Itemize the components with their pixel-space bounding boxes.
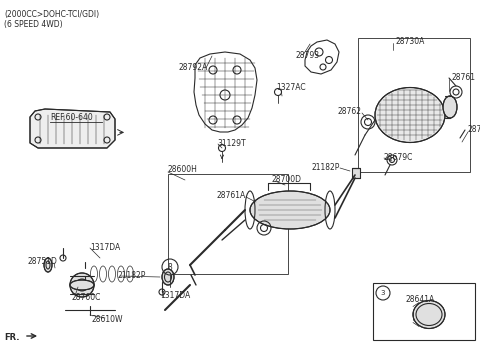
Text: 21182P: 21182P [118,271,146,280]
Circle shape [70,273,94,297]
Text: 28760C: 28760C [72,294,101,303]
Ellipse shape [250,191,330,229]
Text: 28600H: 28600H [168,165,198,174]
Bar [358,38,470,172]
Text: 28761: 28761 [451,73,475,82]
Text: 1317DA: 1317DA [90,243,120,252]
Text: 28761A: 28761A [217,192,246,200]
Text: 28730A: 28730A [395,38,424,47]
Ellipse shape [375,87,445,142]
Text: 28792A: 28792A [179,63,208,73]
Text: 28768: 28768 [468,126,480,135]
Text: (2000CC>DOHC-TCI/GDI): (2000CC>DOHC-TCI/GDI) [4,10,99,19]
Text: 31129T: 31129T [217,139,246,147]
Text: 28793: 28793 [296,50,320,59]
Text: 28751D: 28751D [28,257,58,266]
Ellipse shape [443,96,457,118]
Ellipse shape [70,280,94,290]
Text: 21182P: 21182P [312,163,340,171]
Bar [352,168,360,178]
Ellipse shape [413,300,445,329]
Text: 28762: 28762 [338,107,362,116]
Text: 28641A: 28641A [406,295,435,305]
Ellipse shape [162,269,174,285]
Text: 28700D: 28700D [272,175,302,184]
Text: REF.60-640: REF.60-640 [50,113,93,122]
Bar [168,174,288,274]
Text: 1327AC: 1327AC [276,83,306,92]
Text: 3: 3 [381,290,385,296]
Bar [373,283,475,340]
Text: FR.: FR. [4,334,20,343]
Text: 28610W: 28610W [92,315,123,324]
Text: 1317DA: 1317DA [160,290,190,300]
Text: 28679C: 28679C [384,153,413,161]
Text: (6 SPEED 4WD): (6 SPEED 4WD) [4,20,62,29]
Text: 8: 8 [168,262,172,271]
Ellipse shape [44,258,52,272]
Polygon shape [30,109,115,148]
